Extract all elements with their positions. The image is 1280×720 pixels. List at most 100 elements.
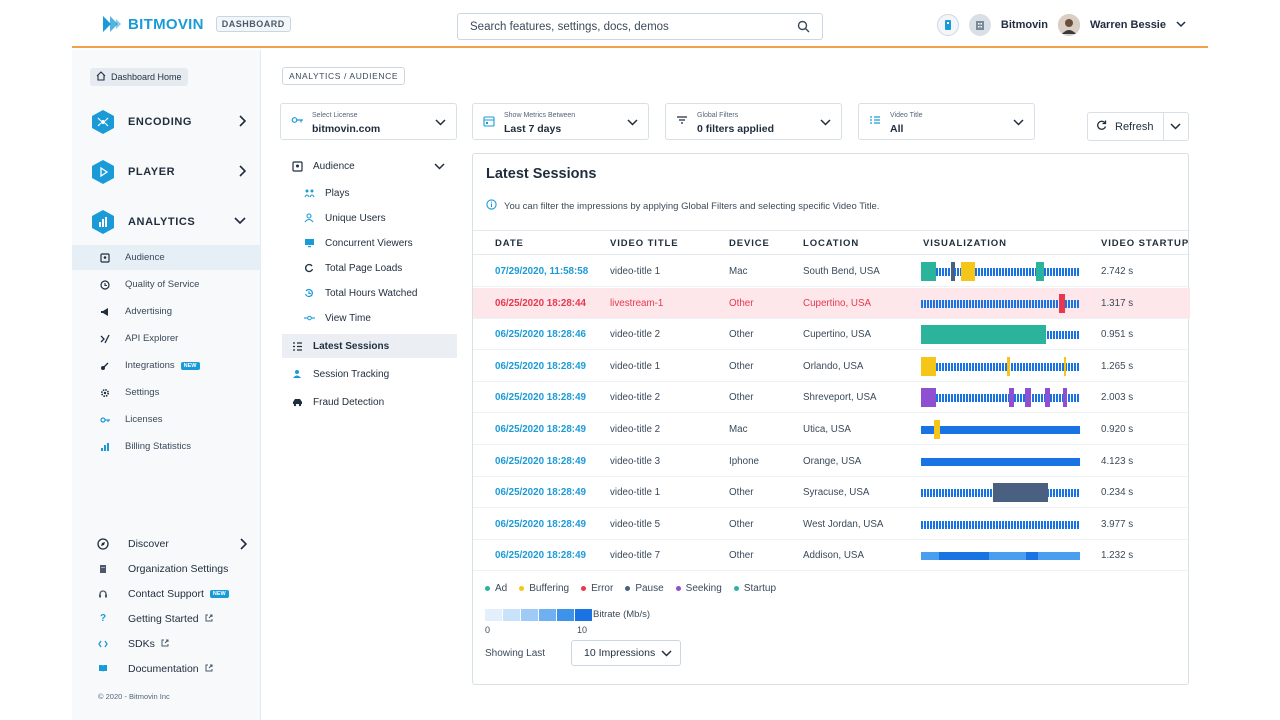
bitrate-tick (969, 394, 971, 403)
table-row[interactable]: 06/25/2020 18:28:49 video-title 2 Mac Utica… (473, 414, 1190, 445)
table-row[interactable]: 06/25/2020 18:28:49 video-title 3 Iphone Or… (473, 446, 1190, 477)
user-name[interactable]: Warren Bessie (1089, 19, 1166, 31)
sidebar-item-contact-support[interactable]: Contact Support NEW (72, 581, 261, 606)
session-date[interactable]: 07/29/2020, 11:58:58 (495, 266, 589, 277)
session-date[interactable]: 06/25/2020 18:28:49 (495, 487, 586, 499)
license-select[interactable]: Select License bitmovin.com (280, 103, 457, 140)
session-visualization[interactable] (921, 262, 1080, 281)
column-header[interactable]: VIDEO STARTUP (1101, 238, 1190, 249)
sidebar-item-settings[interactable]: Settings (72, 380, 261, 405)
bitrate-tick (1017, 362, 1019, 371)
sidebar-item-sdks[interactable]: SDKs (72, 631, 261, 656)
sidebar-item-integrations[interactable]: Integrations NEW (72, 353, 261, 378)
bitrate-tick (945, 299, 947, 308)
column-header[interactable]: VIDEO TITLE (610, 238, 679, 249)
brand-logo[interactable]: BITMOVIN DASHBOARD (102, 15, 291, 33)
subnav-fraud-detection[interactable]: Fraud Detection (282, 390, 457, 414)
plays-icon (302, 188, 316, 198)
search-icon[interactable] (797, 20, 810, 36)
session-date[interactable]: 06/25/2020 18:28:49 (495, 392, 586, 404)
sidebar-item-getting-started[interactable]: ? Getting Started (72, 606, 261, 631)
session-visualization[interactable] (921, 293, 1080, 313)
user-menu-chevron-icon[interactable] (1176, 19, 1186, 31)
session-date[interactable]: 06/25/2020 18:28:44 (495, 297, 586, 309)
sidebar-product-analytics[interactable]: ANALYTICS (90, 209, 252, 235)
sidebar-product-encoding[interactable]: ENCODING (90, 109, 252, 135)
user-avatar[interactable] (1057, 14, 1080, 36)
session-date[interactable]: 06/25/2020 18:28:49 (495, 455, 586, 467)
device: Mac (729, 424, 748, 435)
impressions-select[interactable]: 10 Impressions (571, 640, 681, 666)
bitrate-tick (1059, 394, 1061, 403)
column-header[interactable]: DEVICE (729, 238, 770, 249)
bitrate-tick (1059, 362, 1061, 371)
subnav-latest-sessions[interactable]: Latest Sessions (282, 334, 457, 358)
session-visualization[interactable] (921, 483, 1080, 503)
session-visualization[interactable] (921, 546, 1080, 565)
session-visualization[interactable] (921, 325, 1080, 345)
table-row[interactable]: 06/25/2020 18:28:44 livestream-1 Other Cupe… (473, 287, 1190, 319)
bitrate-bar (939, 552, 989, 561)
session-visualization[interactable] (921, 452, 1080, 471)
bitrate-tick (1056, 489, 1058, 498)
global-filters-select[interactable]: Global Filters 0 filters applied (665, 103, 842, 140)
session-visualization[interactable] (921, 420, 1080, 439)
sidebar-item-api-explorer[interactable]: API Explorer (72, 326, 261, 351)
subnav-total-hours-watched[interactable]: Total Hours Watched (282, 281, 457, 305)
session-visualization[interactable] (921, 388, 1080, 408)
sidebar-product-player[interactable]: PLAYER (90, 159, 252, 185)
session-date[interactable]: 06/25/2020 18:28:49 (495, 550, 586, 562)
table-row[interactable]: 06/25/2020 18:28:49 video-title 7 Other Add… (473, 540, 1190, 572)
sidebar-item-quality-of-service[interactable]: Quality of Service (72, 272, 261, 297)
table-row[interactable]: 06/25/2020 18:28:49 video-title 1 Other Syr… (473, 477, 1190, 509)
sidebar-item-advertising[interactable]: Advertising (72, 299, 261, 324)
org-name[interactable]: Bitmovin (1000, 19, 1048, 31)
sidebar-item-organization-settings[interactable]: Organization Settings (72, 556, 261, 581)
bitrate-bar (1026, 552, 1038, 561)
notifications-icon[interactable] (936, 14, 959, 36)
subnav-unique-users[interactable]: Unique Users (282, 206, 457, 230)
table-row[interactable]: 06/25/2020 18:28:49 video-title 1 Other Orl… (473, 351, 1190, 382)
sidebar-item-audience[interactable]: Audience (72, 245, 261, 270)
table-row[interactable]: 06/25/2020 18:28:46 video-title 2 Other Cup… (473, 319, 1190, 351)
session-date[interactable]: 06/25/2020 18:28:49 (495, 424, 586, 435)
bitrate-tick (993, 362, 995, 371)
bitrate-tick (1038, 299, 1040, 308)
chevron-right-icon (238, 115, 247, 130)
subnav-session-tracking[interactable]: Session Tracking (282, 362, 457, 386)
search-input[interactable] (470, 20, 790, 33)
bitrate-tick (936, 520, 938, 529)
subnav-audience[interactable]: Audience (282, 154, 457, 178)
bitrate-tick (963, 520, 965, 529)
session-date[interactable]: 06/25/2020 18:28:46 (495, 329, 586, 341)
search-box[interactable] (457, 13, 823, 40)
refresh-button[interactable]: Refresh (1088, 120, 1163, 134)
dashboard-home-link[interactable]: Dashboard Home (90, 68, 188, 86)
subnav-concurrent-viewers[interactable]: Concurrent Viewers (282, 231, 457, 255)
refresh-options-chevron-icon[interactable] (1164, 123, 1188, 130)
subnav-total-page-loads[interactable]: Total Page Loads (282, 256, 457, 280)
column-header[interactable]: LOCATION (803, 238, 860, 249)
sidebar-item-documentation[interactable]: Documentation (72, 656, 261, 681)
bitrate-tick (966, 520, 968, 529)
organization-icon[interactable] (968, 14, 991, 36)
session-visualization[interactable] (921, 356, 1080, 376)
sidebar-item-discover[interactable]: Discover (72, 531, 261, 556)
bitrate-tick (948, 268, 950, 276)
session-date[interactable]: 06/25/2020 18:28:49 (495, 360, 586, 372)
session-visualization[interactable] (921, 515, 1080, 534)
table-row[interactable]: 06/25/2020 18:28:49 video-title 2 Other Shr… (473, 382, 1190, 414)
subnav-plays[interactable]: Plays (282, 181, 457, 205)
sidebar-item-licenses[interactable]: Licenses (72, 407, 261, 432)
bitrate-bar (921, 457, 1080, 466)
subnav-view-time[interactable]: View Time (282, 306, 457, 330)
date-range-select[interactable]: Show Metrics Between Last 7 days (472, 103, 649, 140)
video-startup: 1.232 s (1101, 550, 1134, 562)
sidebar-item-billing-statistics[interactable]: Billing Statistics (72, 434, 261, 459)
table-row[interactable]: 07/29/2020, 11:58:58 video-title 1 Mac Sout… (473, 256, 1190, 287)
bitrate-tick (921, 299, 923, 308)
session-date[interactable]: 06/25/2020 18:28:49 (495, 518, 586, 530)
table-row[interactable]: 06/25/2020 18:28:49 video-title 5 Other Wes… (473, 509, 1190, 540)
video-title-select[interactable]: Video Title All (858, 103, 1035, 140)
column-header[interactable]: DATE (495, 238, 524, 249)
